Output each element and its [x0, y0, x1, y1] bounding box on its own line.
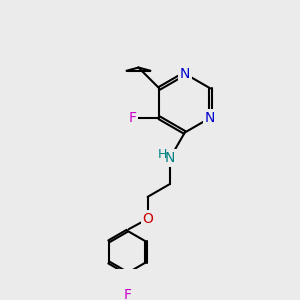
Text: F: F	[129, 111, 137, 125]
Text: O: O	[142, 212, 153, 226]
Text: F: F	[123, 288, 131, 300]
Text: H: H	[158, 148, 167, 160]
Text: N: N	[205, 111, 215, 125]
Text: N: N	[165, 151, 175, 165]
Text: N: N	[180, 67, 190, 81]
